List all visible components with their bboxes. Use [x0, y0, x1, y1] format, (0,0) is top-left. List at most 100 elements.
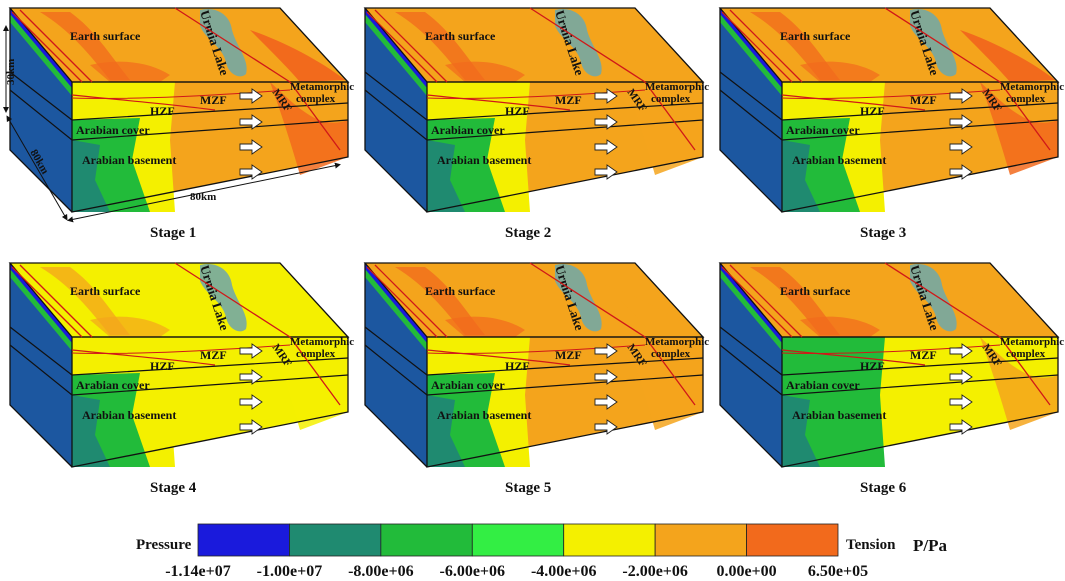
cover-boundary — [719, 326, 1059, 376]
hzf-label: HZF — [860, 359, 885, 373]
metamorphic-label-line2: complex — [296, 348, 336, 360]
push-arrow-2 — [594, 114, 618, 130]
front-outline — [426, 81, 704, 213]
fault-line-mrf-top — [529, 7, 646, 83]
push-arrow-2 — [594, 369, 618, 385]
push-arrow-1 — [239, 88, 263, 104]
fault-line-mzf — [426, 89, 646, 99]
colorbar-swatch-2 — [289, 523, 382, 557]
arabian-basement-label: Arabian basement — [82, 408, 176, 422]
top-patch-central — [445, 316, 525, 337]
arabian-cover-label: Arabian cover — [786, 378, 860, 392]
fault-line-mzf — [71, 344, 291, 354]
push-arrow-3 — [594, 139, 618, 155]
push-arrow-4 — [949, 419, 973, 435]
top-patch-east — [250, 285, 345, 337]
colorbar-swatch-7 — [746, 523, 839, 557]
push-arrow-3 — [949, 139, 973, 155]
left-face-shade — [720, 275, 782, 467]
metamorphic-label-line2: complex — [651, 348, 691, 360]
fault-line-mrf-front — [999, 336, 1051, 406]
hzf-label: HZF — [150, 104, 175, 118]
fault-line-mrf-top — [174, 262, 291, 338]
earth-surface-label: Earth surface — [780, 284, 851, 298]
urmia-lake-shape — [555, 263, 602, 332]
stage-title: Stage 5 — [505, 480, 551, 496]
colorbar-swatch-4 — [471, 523, 565, 557]
stage-title: Stage 1 — [150, 225, 196, 241]
fault-line-west-2 — [19, 9, 93, 83]
push-arrow-1 — [949, 88, 973, 104]
left-face-band — [720, 269, 782, 351]
fault-line-mrf-front — [999, 81, 1051, 151]
mzf-label: MZF — [200, 348, 227, 362]
colorbar-tick-2: -1.00e+07 — [257, 563, 323, 580]
mzf-label: MZF — [910, 348, 937, 362]
metamorphic-label-line1: Metamorphic — [1000, 81, 1064, 93]
top-patch-central — [800, 61, 880, 82]
front-zone-teal — [72, 395, 110, 467]
top-face — [720, 8, 1058, 82]
metamorphic-label-line2: complex — [296, 93, 336, 105]
fault-line-mrf-front — [289, 336, 341, 406]
left-face-band — [720, 14, 782, 96]
front-hotspot — [625, 337, 703, 430]
top-patch-east — [605, 285, 700, 337]
fault-line-west-2 — [729, 9, 803, 83]
fault-line-west-1 — [11, 266, 83, 338]
fault-line-hzf — [781, 349, 926, 366]
left-face-shade — [365, 275, 427, 467]
cover-boundary — [364, 71, 704, 121]
push-arrow-2 — [949, 114, 973, 130]
left-face-shade — [10, 275, 72, 467]
hzf-label: HZF — [505, 359, 530, 373]
unit-label: P/Pa — [913, 536, 947, 555]
push-arrow-4 — [949, 164, 973, 180]
metamorphic-label-line1: Metamorphic — [290, 81, 354, 93]
fault-line-mrf-front — [644, 81, 696, 151]
cover-boundary — [9, 326, 349, 376]
push-arrow-3 — [239, 139, 263, 155]
cover-boundary — [364, 326, 704, 376]
push-arrow-4 — [594, 164, 618, 180]
arabian-cover-label: Arabian cover — [431, 378, 505, 392]
top-face — [10, 263, 348, 337]
top-patch-central — [90, 316, 170, 337]
depth-label: 30km — [5, 59, 17, 85]
left-face-shade — [720, 20, 782, 212]
hzf-label: HZF — [505, 104, 530, 118]
metamorphic-label-line1: Metamorphic — [645, 81, 709, 93]
fault-line-west-2 — [19, 264, 93, 338]
front-hotspot — [980, 82, 1058, 175]
metamorphic-label-line1: Metamorphic — [290, 336, 354, 348]
push-arrow-2 — [949, 369, 973, 385]
top-patch-central — [90, 61, 170, 82]
colorbar-tick-4: -6.00e+06 — [440, 563, 506, 580]
arabian-basement-label: Arabian basement — [792, 408, 886, 422]
front-zone-teal — [427, 395, 465, 467]
fault-line-west-2 — [374, 9, 448, 83]
left-outline — [364, 263, 428, 468]
metamorphic-label-line1: Metamorphic — [1000, 336, 1064, 348]
hzf-label: HZF — [150, 359, 175, 373]
fault-line-mzf — [781, 89, 1001, 99]
arabian-cover-label: Arabian cover — [76, 123, 150, 137]
fault-line-west-1 — [11, 11, 83, 83]
urmia-lake-shape — [555, 8, 602, 77]
fault-line-mzf — [426, 344, 646, 354]
length-arrow — [67, 162, 341, 223]
arabian-basement-label: Arabian basement — [792, 153, 886, 167]
front-hotspot — [270, 337, 348, 430]
cover-boundary — [9, 71, 349, 121]
front-zone-teal — [782, 395, 820, 467]
left-face-band — [10, 14, 72, 96]
left-face-shade — [365, 20, 427, 212]
mzf-label: MZF — [555, 348, 582, 362]
fault-line-west-1 — [721, 266, 793, 338]
top-patch-central — [445, 61, 525, 82]
push-arrow-4 — [594, 419, 618, 435]
